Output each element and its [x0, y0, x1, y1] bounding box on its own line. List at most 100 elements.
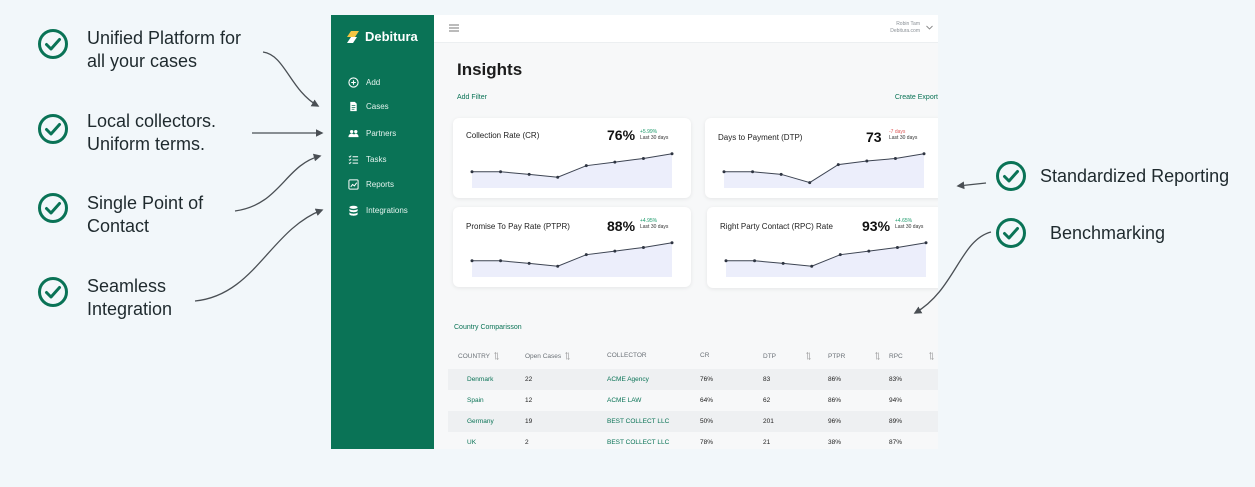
sort-icon	[929, 352, 934, 360]
chart-icon	[348, 178, 359, 190]
column-header-dtp[interactable]: DTP	[763, 352, 811, 360]
cell-country[interactable]: Denmark	[467, 376, 494, 383]
sort-icon	[806, 352, 811, 360]
cell-dtp: 62	[763, 397, 771, 404]
cell-open-cases: 19	[525, 418, 533, 425]
cell-country[interactable]: UK	[467, 439, 477, 446]
table-row[interactable]: Denmark 22 ACME Agency 76% 83 86% 83%	[448, 369, 938, 390]
sparkline-line	[472, 242, 673, 267]
sidebar-item-reports[interactable]: Reports	[348, 177, 394, 191]
topbar: Robin Tam Debitura.com	[434, 15, 938, 43]
sidebar-item-label: Reports	[366, 179, 395, 189]
table-row[interactable]: UK 2 BEST COLLECT LLC 78% 21 38% 87%	[448, 432, 938, 449]
cell-open-cases: 22	[525, 376, 533, 383]
cell-cr: 78%	[700, 439, 714, 446]
sparkline-point	[810, 264, 814, 268]
kpi-delta: +4.65% Last 30 days	[895, 218, 924, 230]
kpi-label: Days to Payment (DTP)	[718, 133, 803, 142]
create-export-link[interactable]: Create Export	[894, 94, 938, 101]
chevron-down-icon[interactable]	[926, 25, 933, 30]
cell-collector[interactable]: ACME Agency	[607, 376, 649, 383]
column-header-country[interactable]: COUNTRY	[458, 352, 499, 360]
table-row[interactable]: Germany 19 BEST COLLECT LLC 50% 201 96% …	[448, 411, 938, 432]
sidebar-item-label: Cases	[366, 101, 389, 111]
column-header-ptpr[interactable]: PTPR	[828, 352, 881, 360]
column-header-rpc[interactable]: RPC	[889, 352, 934, 360]
kpi-sparkline	[722, 152, 926, 188]
kpi-value: 93%	[862, 218, 891, 234]
sparkline-point	[836, 163, 840, 167]
cell-rpc: 89%	[889, 418, 903, 425]
sparkline-area	[726, 242, 926, 277]
column-header-collector[interactable]: COLLECTOR	[607, 352, 647, 359]
sparkline-line	[472, 153, 673, 178]
country-table: COUNTRY Open Cases COLLECTOR CR DTP PTPR…	[448, 343, 938, 449]
sparkline-point	[753, 259, 757, 263]
sparkline-point	[808, 181, 812, 185]
country-comparison-title: Country Comparisson	[454, 324, 522, 331]
table-row[interactable]: Spain 12 ACME LAW 64% 62 86% 94%	[448, 390, 938, 411]
column-header-open-cases[interactable]: Open Cases	[525, 352, 570, 360]
cell-country[interactable]: Spain	[467, 397, 484, 404]
check-circle-icon	[38, 193, 68, 223]
arrow-to-tasks	[234, 153, 322, 212]
cell-rpc: 83%	[889, 376, 903, 383]
sidebar-item-partners[interactable]: Partners	[348, 126, 396, 140]
cell-collector[interactable]: BEST COLLECT LLC	[607, 418, 670, 425]
user-menu[interactable]: Robin Tam Debitura.com	[890, 21, 920, 35]
brand-name: Debitura	[365, 29, 418, 44]
sparkline-point	[584, 253, 588, 257]
kpi-card-right-party-contact[interactable]: Right Party Contact (RPC) Rate 93% +4.65…	[707, 207, 938, 288]
sparkline-point	[893, 156, 897, 160]
hamburger-menu-icon[interactable]	[449, 24, 459, 32]
brand-logo[interactable]: Debitura	[347, 29, 418, 44]
plus-circle-icon	[348, 76, 359, 88]
sparkline-point	[751, 170, 755, 174]
sparkline-point	[499, 170, 503, 174]
kpi-card-days-to-payment[interactable]: Days to Payment (DTP) 73 -7 days Last 30 …	[705, 118, 938, 198]
kpi-label: Promise To Pay Rate (PTPR)	[466, 222, 570, 231]
arrow-to-reporting	[956, 181, 987, 190]
database-icon	[349, 205, 358, 216]
feature-seamless-integration: Seamless Integration	[87, 276, 173, 319]
sidebar-item-add[interactable]: Add	[348, 75, 380, 89]
cell-ptpr: 96%	[828, 418, 842, 425]
sidebar-item-cases[interactable]: Cases	[348, 99, 389, 113]
feature-unified-platform: Unified Platform for all your cases	[87, 28, 242, 71]
sparkline-point	[641, 245, 645, 249]
kpi-value: 73	[866, 129, 882, 145]
sidebar-item-integrations[interactable]: Integrations	[348, 203, 408, 217]
people-icon	[348, 129, 359, 137]
cell-dtp: 83	[763, 376, 771, 383]
cell-dtp: 201	[763, 418, 774, 425]
kpi-value: 88%	[607, 218, 636, 234]
kpi-card-promise-to-pay[interactable]: Promise To Pay Rate (PTPR) 88% +4.95% Las…	[453, 207, 691, 287]
kpi-card-collection-rate[interactable]: Collection Rate (CR) 76% +5.99% Last 30 d…	[453, 118, 691, 198]
sparkline-point	[613, 249, 617, 253]
sparkline-point	[922, 152, 926, 156]
sparkline-point	[838, 253, 842, 257]
cell-rpc: 87%	[889, 439, 903, 446]
sparkline-line	[724, 153, 925, 184]
kpi-sparkline	[470, 152, 674, 188]
page-title: Insights	[457, 60, 523, 79]
sparkline-point	[670, 152, 674, 156]
add-filter-link[interactable]: Add Filter	[457, 94, 487, 101]
cell-country[interactable]: Germany	[467, 418, 494, 425]
sparkline-point	[924, 241, 928, 245]
main-content: Insights Add Filter Create Export Collec…	[434, 43, 938, 449]
sidebar-item-label: Tasks	[366, 154, 387, 164]
feature-benchmarking: Benchmarking	[1050, 223, 1166, 243]
sparkline-point	[470, 259, 474, 263]
cell-cr: 76%	[700, 376, 714, 383]
sort-icon	[494, 352, 499, 360]
checklist-icon	[348, 154, 359, 164]
cell-collector[interactable]: ACME LAW	[607, 397, 642, 404]
column-header-cr[interactable]: CR	[700, 352, 710, 359]
feature-single-point: Single Point of Contact	[87, 193, 204, 236]
sidebar-item-tasks[interactable]: Tasks	[348, 152, 386, 166]
sparkline-point	[556, 175, 560, 179]
cell-collector[interactable]: BEST COLLECT LLC	[607, 439, 670, 446]
sparkline-point	[865, 159, 869, 163]
kpi-label: Right Party Contact (RPC) Rate	[720, 222, 833, 231]
